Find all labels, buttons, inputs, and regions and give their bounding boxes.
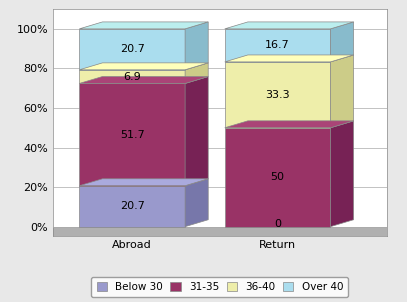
Polygon shape bbox=[330, 22, 354, 62]
Bar bbox=[73, 227, 374, 233]
Bar bbox=[79, 29, 185, 70]
Bar bbox=[53, 227, 387, 236]
Polygon shape bbox=[79, 22, 208, 29]
Text: 50: 50 bbox=[271, 172, 284, 182]
Text: 6.9: 6.9 bbox=[123, 72, 141, 82]
Bar bbox=[79, 186, 185, 227]
Text: 20.7: 20.7 bbox=[120, 44, 144, 54]
Text: 33.3: 33.3 bbox=[265, 90, 290, 100]
Polygon shape bbox=[79, 63, 208, 70]
Bar bbox=[225, 29, 330, 62]
Bar bbox=[79, 70, 185, 83]
Polygon shape bbox=[185, 179, 208, 227]
Polygon shape bbox=[79, 76, 208, 83]
Text: 20.7: 20.7 bbox=[120, 201, 144, 211]
Text: 51.7: 51.7 bbox=[120, 130, 144, 140]
Bar bbox=[225, 128, 330, 227]
Text: 16.7: 16.7 bbox=[265, 40, 290, 50]
Text: 0: 0 bbox=[274, 219, 281, 229]
Bar bbox=[225, 62, 330, 128]
Polygon shape bbox=[185, 76, 208, 186]
Polygon shape bbox=[185, 63, 208, 83]
Polygon shape bbox=[330, 55, 354, 128]
Bar bbox=[79, 83, 185, 186]
Polygon shape bbox=[225, 121, 354, 128]
Polygon shape bbox=[79, 179, 208, 186]
Polygon shape bbox=[225, 55, 354, 62]
Polygon shape bbox=[185, 22, 208, 70]
Legend: Below 30, 31-35, 36-40, Over 40: Below 30, 31-35, 36-40, Over 40 bbox=[91, 277, 348, 297]
Polygon shape bbox=[225, 22, 354, 29]
Polygon shape bbox=[330, 121, 354, 227]
